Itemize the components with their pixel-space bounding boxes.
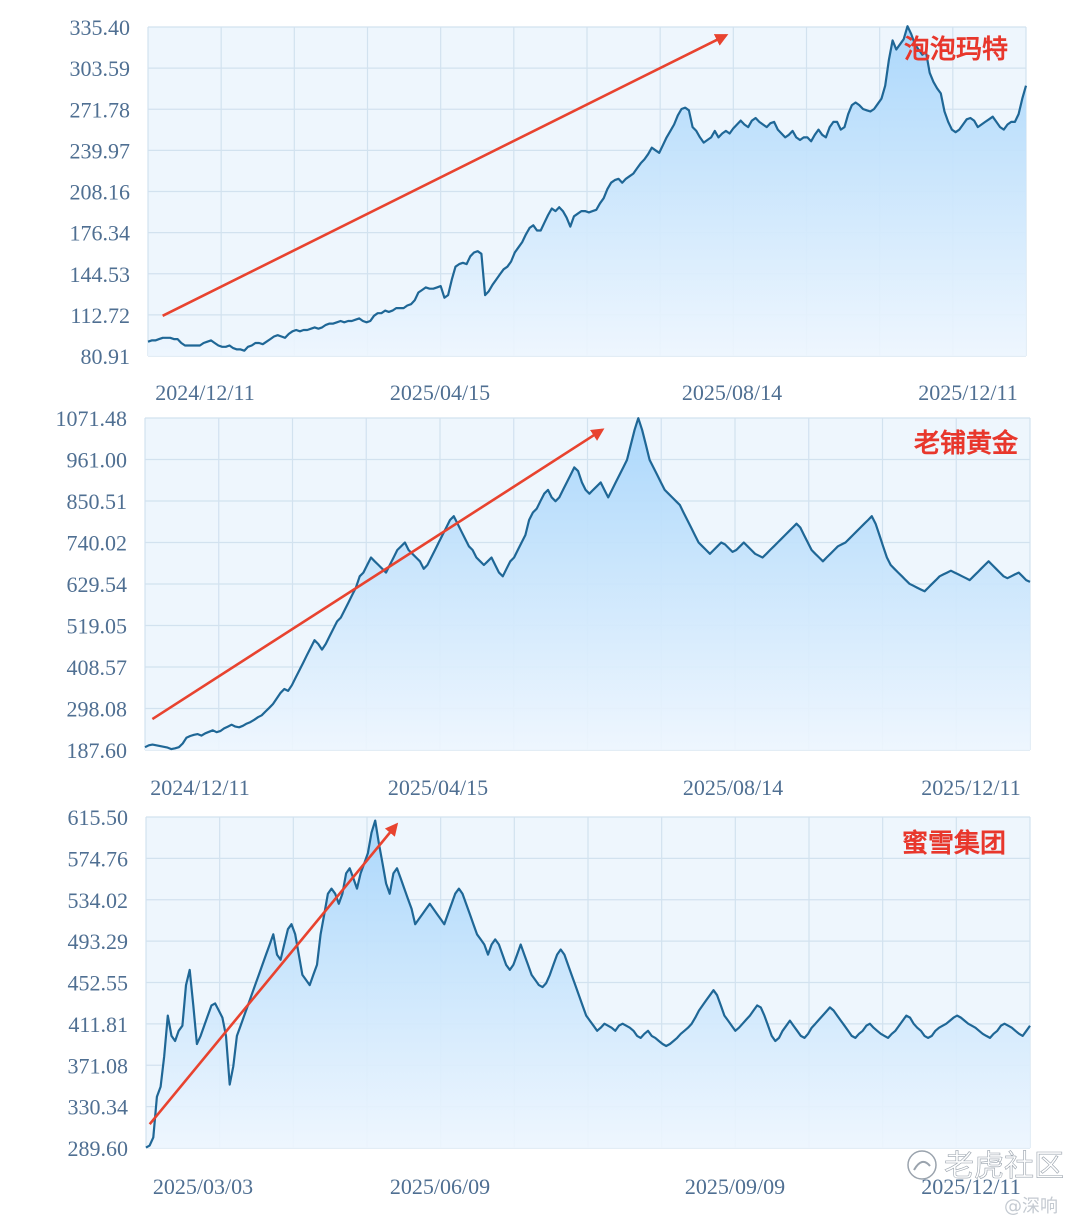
chart-title-popmart: 泡泡玛特 <box>904 34 1008 65</box>
watermark-user: @深响 <box>1004 1196 1058 1217</box>
panel-laopu-xticks: 2024/12/11 2025/04/15 2025/08/14 2025/12/11 <box>150 775 1020 800</box>
y-tick-label: 850.51 <box>67 489 128 514</box>
x-tick-label: 2025/09/09 <box>685 1174 785 1199</box>
series-area <box>145 418 1030 750</box>
trend-arrow <box>151 428 605 721</box>
x-tick-label: 2025/03/03 <box>153 1174 253 1199</box>
y-tick-label: 335.40 <box>70 15 131 40</box>
watermark: 老虎社区 @深响 <box>907 1149 1064 1217</box>
y-tick-label: 112.72 <box>70 303 130 328</box>
x-tick-label: 2025/08/14 <box>683 775 783 800</box>
panel-mixue: 289.60 330.34 371.08 411.81 452.55 493.29 534.… <box>68 805 1031 1199</box>
y-tick-label: 961.00 <box>67 448 128 473</box>
y-tick-label: 408.57 <box>67 655 128 680</box>
y-tick-label: 629.54 <box>67 572 128 597</box>
y-tick-label: 371.08 <box>68 1053 129 1078</box>
x-tick-label: 2024/12/11 <box>155 380 254 405</box>
x-tick-label: 2024/12/11 <box>150 775 249 800</box>
y-tick-label: 271.78 <box>70 97 131 122</box>
y-tick-label: 144.53 <box>70 262 131 287</box>
panel-popmart-plot <box>147 25 1028 356</box>
y-tick-label: 208.16 <box>70 180 131 205</box>
y-tick-label: 303.59 <box>70 56 131 81</box>
trend-arrow <box>148 822 399 1126</box>
y-tick-label: 330.34 <box>68 1095 129 1120</box>
x-tick-label: 2025/06/09 <box>390 1174 490 1199</box>
watermark-logo-icon <box>907 1150 937 1180</box>
chart-title-laopu-gold: 老铺黄金 <box>914 428 1019 459</box>
y-tick-label: 534.02 <box>68 888 129 913</box>
y-tick-label: 1071.48 <box>56 406 128 431</box>
y-tick-label: 740.02 <box>67 531 128 556</box>
chart-title-mixue: 蜜雪集团 <box>902 828 1006 859</box>
y-tick-label: 289.60 <box>68 1136 129 1161</box>
panel-laopu-plot <box>144 417 1031 751</box>
y-tick-label: 574.76 <box>68 846 129 871</box>
x-tick-label: 2025/12/11 <box>918 380 1017 405</box>
watermark-logo-mark <box>913 1160 931 1171</box>
y-tick-label: 298.08 <box>67 697 128 722</box>
x-tick-label: 2025/08/14 <box>682 380 782 405</box>
panel-laopu-yticks: 187.60 298.08 408.57 519.05 629.54 740.02 850.… <box>56 406 128 763</box>
panel-mixue-plot <box>145 819 1031 1149</box>
panel-mixue-yticks: 289.60 330.34 371.08 411.81 452.55 493.29 534.… <box>68 805 129 1161</box>
y-tick-label: 519.05 <box>67 614 128 639</box>
series-area <box>148 26 1026 356</box>
x-tick-label: 2025/04/15 <box>390 380 490 405</box>
panel-laopu-gold: 187.60 298.08 408.57 519.05 629.54 740.02 850.… <box>56 406 1031 800</box>
y-tick-label: 239.97 <box>70 138 131 163</box>
x-tick-label: 2025/12/11 <box>921 775 1020 800</box>
y-tick-label: 176.34 <box>70 221 131 246</box>
panel-popmart-yticks: 80.91 112.72 144.53 176.34 208.16 239.97 271.7… <box>70 15 131 369</box>
series-line <box>145 819 1031 1149</box>
series-line <box>144 417 1031 751</box>
panel-mixue-xticks: 2025/03/03 2025/06/09 2025/09/09 2025/12/11 <box>153 1174 1021 1199</box>
panel-popmart: 80.91 112.72 144.53 176.34 208.16 239.97 271.7… <box>70 15 1028 405</box>
y-tick-label: 187.60 <box>67 738 128 763</box>
y-tick-label: 411.81 <box>68 1012 128 1037</box>
panel-popmart-xticks: 2024/12/11 2025/04/15 2025/08/14 2025/12/11 <box>155 380 1017 405</box>
series-line <box>147 25 1028 352</box>
x-tick-label: 2025/04/15 <box>388 775 488 800</box>
x-tick-label: 2025/12/11 <box>921 1174 1020 1199</box>
y-tick-label: 452.55 <box>68 971 129 996</box>
y-tick-label: 80.91 <box>81 344 131 369</box>
y-tick-label: 615.50 <box>68 805 129 830</box>
watermark-brand: 老虎社区 <box>944 1149 1064 1184</box>
y-tick-label: 493.29 <box>68 929 129 954</box>
series-area <box>146 820 1030 1148</box>
trend-arrow <box>162 34 729 317</box>
